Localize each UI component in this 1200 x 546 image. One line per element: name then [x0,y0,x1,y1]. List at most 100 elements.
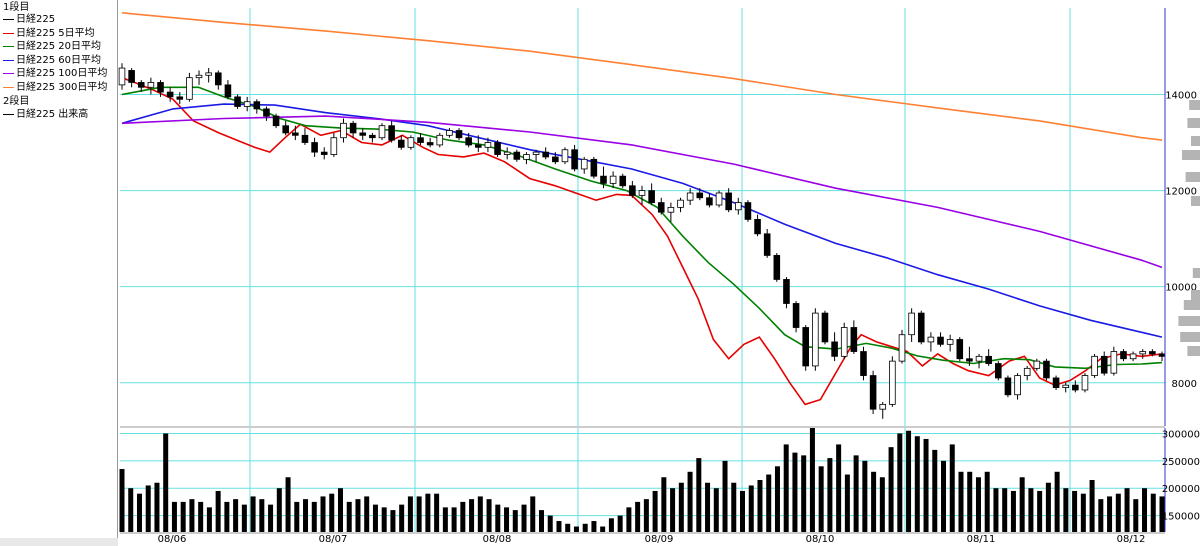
price-tick-label: 10000 [1165,283,1197,294]
volume-bar [381,507,387,532]
candle-down [696,192,704,199]
volume-bar [600,526,606,532]
candle-down [763,233,771,256]
volume-bar [1080,493,1086,532]
candle-up [1129,353,1137,360]
volume-bar [206,507,212,532]
volume-bar [809,428,815,532]
candle-down [369,134,376,139]
volume-bar [198,501,204,532]
horizontal-scrollbar[interactable] [0,538,118,546]
candle-up [1091,355,1098,376]
candle-down [917,312,925,343]
candle-down [157,82,164,93]
volume-bar [888,447,894,532]
legend-item-volume[interactable]: 日経225 出来高 [3,109,88,121]
volume-bar [565,523,571,532]
moving-average-line [121,12,1163,141]
candle-up [436,134,444,146]
legend-item-ma300[interactable]: 日経225 300日平均 [3,82,107,94]
candle-down [494,142,501,155]
candle-down [455,130,463,139]
volume-bar [748,485,754,532]
x-tick-label: 08/09 [645,534,674,545]
volume-bar [923,438,929,532]
x-tick-label: 08/06 [158,534,187,545]
candle-down [1072,384,1079,391]
candle-up [975,355,983,362]
volume-bar [879,477,885,532]
volume-tick-label: 250000 [1162,457,1200,468]
distribution-block [1185,172,1200,182]
candle-down [831,341,838,357]
candle-up [1081,375,1089,391]
legend-item-nikkei[interactable]: 日経225 [3,14,55,26]
candle-up [1110,351,1118,374]
candle-up [898,334,906,362]
volume-bar [635,501,641,532]
volume-bar [372,504,378,532]
volume-bar [119,469,125,532]
candle-down [137,82,145,88]
volume-bar [713,488,719,532]
x-tick-label: 08/10 [806,534,835,545]
candle-down [1120,351,1127,360]
volume-bar [416,496,422,532]
candle-down [571,149,578,170]
volume-bar [766,474,772,532]
candle-down [215,72,222,86]
distribution-block [1187,118,1200,128]
volume-tick-label: 150000 [1162,512,1200,523]
volume-bar [941,460,947,532]
legend-swatch [3,32,14,34]
distribution-block [1182,150,1200,160]
moving-average-line [121,115,1163,269]
candle-up [812,312,819,367]
x-tick-label: 08/11 [967,534,996,545]
price-tick-label: 12000 [1165,187,1197,198]
volume-bar [451,507,457,532]
moving-average-line [121,76,1163,406]
gridlines [120,8,1165,532]
candle-down [725,192,732,211]
volume-tick-label: 300000 [1162,429,1200,440]
moving-average-line [121,86,1163,370]
moving-average-lines [121,12,1163,406]
candle-up [667,206,675,213]
volume-bar [486,499,492,532]
volume-bar [1150,493,1156,532]
legend-item-ma20[interactable]: 日経225 20日平均 [3,41,101,53]
legend-swatch [3,113,14,115]
volume-bar [530,496,536,532]
candle-down [1043,360,1050,379]
volume-bar [399,504,405,532]
legend-swatch [3,86,14,88]
candle-down [426,142,434,146]
candle-up [147,82,155,88]
candle-up [484,142,492,148]
volume-bar [652,490,658,532]
candle-down [706,197,713,206]
legend-label: 日経225 100日平均 [16,68,108,79]
candle-down [850,327,858,352]
volume-bar [853,455,859,532]
volume-bar [844,474,850,532]
legend-panel: 1段目 日経225 日経225 5日平均 日経225 20日平均 日経225 6… [0,0,118,546]
volume-bar [434,493,440,532]
candle-down [388,125,395,141]
volume-bar [1072,490,1078,532]
volume-bar [320,496,326,532]
legend-item-ma100[interactable]: 日経225 100日平均 [3,68,107,80]
candle-down [282,125,289,134]
volume-bar [337,488,343,532]
candle-down [821,312,829,343]
legend-item-ma5[interactable]: 日経225 5日平均 [3,28,95,40]
legend-swatch [3,72,14,74]
candle-down [985,355,992,364]
distribution-block [1180,332,1200,342]
candle-down [176,96,184,100]
legend-item-ma60[interactable]: 日経225 60日平均 [3,55,101,67]
volume-bar [1115,493,1121,532]
volume-bar [303,499,309,532]
candle-down [513,151,521,160]
